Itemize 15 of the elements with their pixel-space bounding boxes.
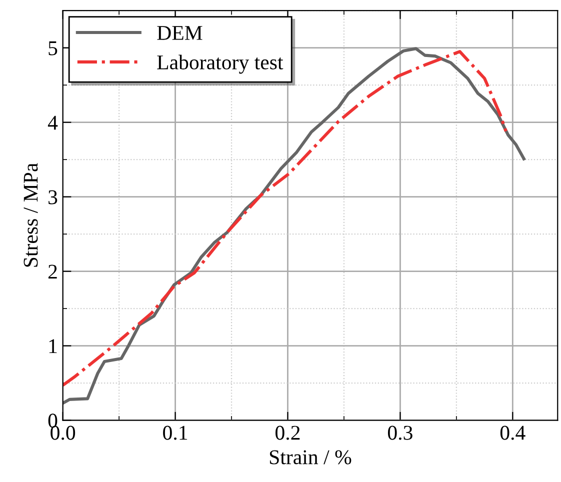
- y-tick-label: 2: [48, 264, 57, 279]
- y-tick-label: 3: [48, 190, 58, 204]
- y-tick-label: 5: [48, 41, 58, 56]
- x-tick-label: 0.4: [500, 426, 526, 440]
- x-axis-title: Strain / %: [270, 450, 352, 464]
- x-tick-label: 0.1: [163, 426, 188, 440]
- legend-label: DEM: [157, 26, 202, 40]
- x-tick-label: 0.2: [276, 426, 300, 440]
- y-axis-title: Stress / MPa: [24, 163, 38, 267]
- x-tick-label: 0.0: [50, 426, 76, 440]
- legend-label: Laboratory test: [157, 54, 284, 74]
- y-tick-label: 1: [49, 339, 57, 354]
- y-tick-label: 0: [48, 414, 58, 428]
- y-tick-label: 4: [48, 116, 58, 130]
- x-tick-label: 0.3: [388, 426, 412, 440]
